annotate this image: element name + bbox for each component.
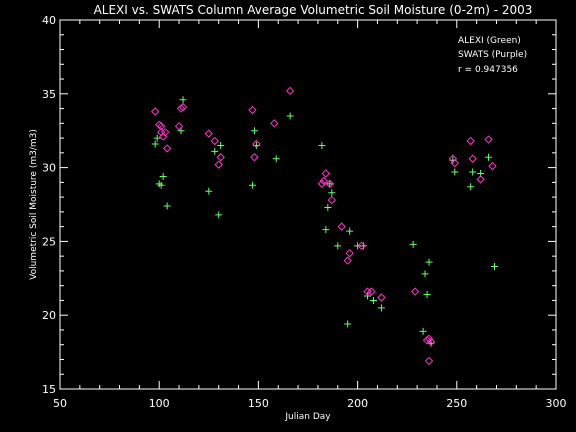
alexi-point — [425, 258, 433, 266]
swats-point — [321, 169, 331, 178]
data-markers — [151, 86, 498, 366]
alexi-point — [485, 153, 493, 161]
swats-point — [424, 334, 434, 344]
y-tick-label: 25 — [42, 235, 56, 248]
alexi-point — [157, 181, 165, 189]
y-tick-label: 35 — [42, 88, 56, 101]
alexi-point — [467, 183, 475, 191]
swats-point — [216, 153, 225, 162]
swats-point — [176, 104, 186, 113]
swats-point — [250, 153, 259, 162]
alexi-point — [151, 140, 159, 148]
swats-point — [252, 139, 261, 149]
swats-point — [484, 135, 493, 144]
alexi-point — [326, 180, 334, 188]
swats-point — [367, 287, 376, 296]
tick-labels: 50 100 150 200 250 300 15 20 25 30 35 40 — [42, 14, 567, 410]
swats-point — [160, 127, 170, 137]
swats-point — [270, 119, 279, 128]
alexi-point — [334, 242, 342, 250]
swats-point — [345, 249, 354, 258]
swats-point — [337, 222, 346, 231]
swats-point — [476, 175, 485, 184]
swats-point — [343, 256, 352, 265]
swats-point — [450, 158, 460, 168]
swats-point — [156, 122, 166, 131]
swats-point — [466, 136, 475, 146]
alexi-point — [421, 270, 429, 278]
chart-title: ALEXI vs. SWATS Column Average Volumetri… — [94, 3, 533, 17]
swats-point — [248, 105, 257, 115]
alexi-point — [215, 211, 223, 219]
alexi-point — [205, 187, 213, 195]
x-tick-label: 200 — [347, 397, 368, 410]
legend: ALEXI (Green) SWATS (Purple) r = 0.94735… — [458, 36, 527, 75]
x-tick-label: 100 — [149, 397, 170, 410]
swats-point — [422, 336, 432, 345]
swats-point — [488, 161, 497, 171]
swats-point — [377, 293, 386, 302]
alexi-point — [272, 155, 280, 163]
alexi-point — [409, 240, 417, 248]
y-axis-label: Volumetric Soil Moisture (m3/m3) — [29, 129, 39, 280]
swats-point — [151, 107, 160, 116]
x-axis-label: Julian Day — [284, 412, 331, 422]
x-tick-label: 50 — [53, 397, 67, 410]
alexi-point — [490, 262, 498, 270]
alexi-point — [419, 327, 427, 335]
alexi-point — [248, 181, 256, 189]
alexi-point — [318, 141, 326, 149]
swats-point — [174, 122, 184, 131]
alexi-point — [369, 296, 377, 304]
alexi-point — [163, 202, 171, 210]
swats-point — [285, 86, 295, 96]
alexi-point — [344, 320, 352, 328]
alexi-point — [346, 227, 354, 235]
swats-point — [204, 129, 214, 138]
x-tick-label: 250 — [446, 397, 467, 410]
plot-frame — [59, 19, 557, 390]
alexi-point — [286, 112, 294, 120]
swats-point — [426, 337, 436, 346]
legend-swats: SWATS (Purple) — [458, 50, 527, 60]
alexi-point — [322, 226, 330, 234]
y-tick-label: 40 — [42, 14, 56, 27]
alexi-point — [217, 141, 225, 149]
x-tick-label: 150 — [248, 397, 269, 410]
swats-point — [424, 356, 434, 366]
alexi-point — [364, 292, 372, 300]
y-tick-label: 15 — [42, 383, 56, 396]
axis-ticks — [59, 19, 557, 390]
alexi-point — [451, 168, 459, 176]
swats-point — [210, 136, 219, 146]
swats-point — [468, 154, 477, 163]
alexi-point — [377, 304, 385, 312]
alexi-point — [423, 291, 431, 299]
alexi-point — [211, 147, 219, 155]
swats-point — [317, 179, 327, 189]
legend-alexi: ALEXI (Green) — [458, 36, 521, 46]
alexi-point — [179, 96, 187, 104]
alexi-point — [324, 203, 332, 211]
swats-point — [178, 102, 188, 112]
swats-point — [357, 241, 366, 251]
y-tick-label: 20 — [42, 309, 56, 322]
alexi-point — [360, 242, 368, 250]
correlation-annotation: r = 0.947356 — [458, 65, 518, 75]
alexi-point — [153, 134, 161, 142]
alexi-point — [328, 189, 336, 197]
swats-point — [162, 144, 172, 153]
swats-point — [319, 176, 329, 186]
swats-point — [214, 160, 223, 169]
alexi-point — [250, 127, 258, 135]
swats-point — [327, 195, 337, 205]
y-tick-label: 30 — [42, 162, 56, 175]
swats-point — [325, 179, 335, 189]
alexi-point — [469, 168, 477, 176]
x-tick-label: 300 — [546, 397, 567, 410]
alexi-point — [159, 172, 167, 180]
swats-point — [410, 287, 420, 296]
